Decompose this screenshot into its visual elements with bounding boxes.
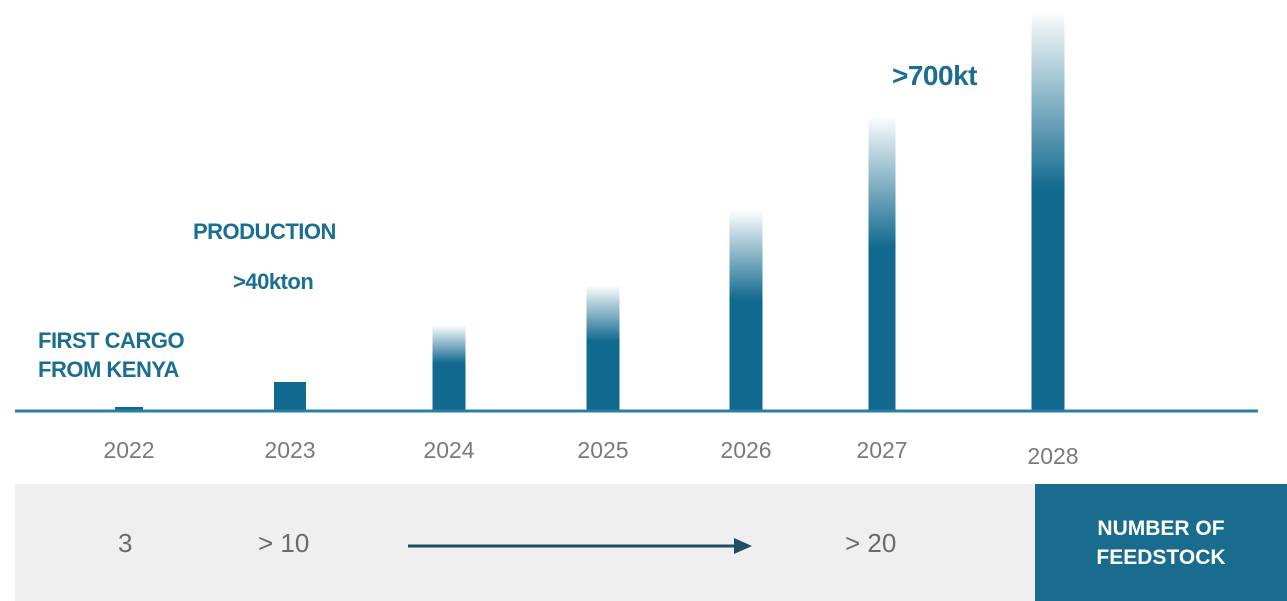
bar-2028 (1031, 10, 1065, 410)
bar-2024 (432, 325, 466, 410)
bar-2023 (274, 382, 306, 410)
peak-value-annotation: >700kt (892, 60, 977, 91)
feedstock-value-2027: > 20 (845, 528, 897, 558)
production-label: PRODUCTION (193, 219, 336, 244)
bar-chart: 2022 2023 2024 2025 2026 2027 2028 (15, 10, 1258, 469)
x-tick-label: 2023 (264, 437, 315, 463)
x-tick-label: 2025 (577, 437, 628, 463)
production-value: >40kton (233, 269, 314, 294)
x-tick-label: 2026 (720, 437, 771, 463)
bar-2026 (729, 210, 763, 410)
feedstock-value-2022: 3 (118, 528, 133, 558)
feedstock-box-line2: FEEDSTOCK (1096, 545, 1226, 569)
first-cargo-line1: FIRST CARGO (38, 328, 185, 353)
bar-2025 (586, 285, 620, 410)
x-tick-label: 2022 (103, 437, 154, 463)
x-tick-label: 2024 (423, 437, 474, 463)
x-tick-label: 2027 (856, 437, 907, 463)
feedstock-box-line1: NUMBER OF (1097, 516, 1225, 540)
right-arrow-icon (408, 538, 752, 554)
feedstock-value-2023: > 10 (258, 528, 310, 558)
bars-group (115, 10, 1065, 410)
x-tick-labels: 2022 2023 2024 2025 2026 2027 2028 (103, 437, 1078, 469)
bar-2027 (868, 115, 896, 410)
first-cargo-line2: FROM KENYA (38, 357, 179, 382)
number-of-feedstock-label: NUMBER OF FEEDSTOCK (1035, 484, 1287, 601)
x-tick-label: 2028 (1027, 443, 1078, 469)
bar-2022 (115, 407, 143, 410)
first-cargo-annotation: FIRST CARGO FROM KENYA (38, 326, 185, 384)
